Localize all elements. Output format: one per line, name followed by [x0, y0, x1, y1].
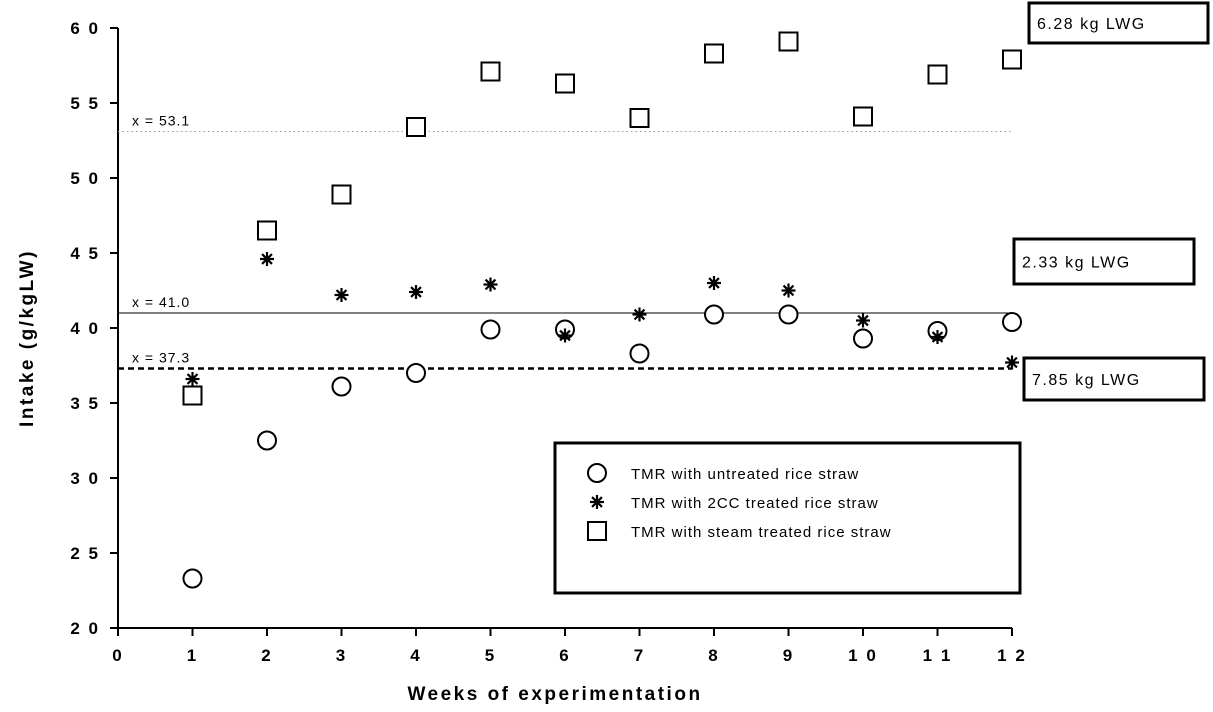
data-point-asterisk	[260, 252, 274, 266]
data-point-square	[257, 220, 277, 241]
y-tick-label: 5 0	[70, 169, 100, 188]
x-tick-label: 8	[708, 646, 719, 665]
data-point-asterisk	[483, 277, 498, 292]
data-point-square	[629, 108, 650, 128]
y-tick-label: 5 5	[70, 94, 100, 113]
data-point-square	[480, 61, 501, 82]
data-point-square	[778, 31, 799, 52]
data-point-square	[406, 117, 426, 137]
x-tick-label: 1 0	[848, 646, 878, 665]
data-point-circle	[704, 304, 724, 325]
series-square	[182, 31, 1022, 406]
series-asterisk	[185, 252, 1019, 386]
legend: TMR with untreated rice straw TMR with 2C…	[553, 441, 1022, 595]
data-point-asterisk	[930, 330, 945, 344]
data-point-asterisk	[632, 307, 647, 322]
x-tick-label: 1 2	[997, 646, 1027, 665]
y-tick-label: 2 0	[70, 619, 100, 638]
x-tick-label: 0	[112, 646, 123, 665]
annotation-box	[1022, 356, 1206, 402]
annotation-box	[1012, 237, 1196, 286]
data-point-circle	[257, 430, 277, 451]
data-point-circle	[1002, 312, 1022, 332]
data-point-asterisk	[856, 313, 870, 328]
x-tick-label: 7	[634, 646, 645, 665]
data-point-circle	[853, 328, 873, 349]
x-tick-label: 1	[187, 646, 198, 665]
data-point-square	[555, 73, 575, 94]
annotation-label: 6.28 kg LWG	[1037, 16, 1146, 33]
data-point-square	[587, 521, 607, 541]
annotation-box	[1027, 1, 1210, 45]
x-axis-title: Weeks of experimentation	[407, 684, 702, 705]
x-tick-label: 5	[485, 646, 496, 665]
data-point-square	[704, 43, 724, 64]
data-point-asterisk	[707, 276, 721, 290]
x-tick-label: 9	[783, 646, 794, 665]
x-tick-label: 3	[336, 646, 347, 665]
y-tick-label: 4 5	[70, 244, 100, 263]
data-point-square	[331, 184, 352, 205]
data-point-asterisk	[185, 372, 200, 386]
reference-line-label: x = 41.0	[132, 294, 190, 310]
y-tick-label: 6 0	[70, 19, 100, 38]
data-point-square	[853, 106, 873, 127]
data-point-square	[182, 385, 203, 406]
data-point-circle	[480, 319, 501, 340]
y-tick-label: 2 5	[70, 544, 100, 563]
data-point-square	[1002, 49, 1022, 70]
data-point-asterisk	[334, 288, 349, 302]
data-point-asterisk	[590, 495, 604, 509]
annotation-label: 7.85 kg LWG	[1032, 372, 1141, 389]
data-point-square	[927, 64, 948, 85]
data-point-circle	[331, 376, 352, 397]
legend-entry-label: TMR with steam treated rice straw	[631, 524, 892, 541]
data-point-circle	[587, 463, 607, 483]
reference-line-label: x = 53.1	[132, 113, 190, 129]
series-circle	[182, 304, 1022, 589]
y-axis-title: Intake (g/kgLW)	[17, 249, 38, 427]
y-tick-label: 3 5	[70, 394, 100, 413]
legend-entry-label: TMR with untreated rice straw	[631, 466, 859, 483]
data-point-circle	[182, 568, 203, 589]
y-tick-label: 3 0	[70, 469, 100, 488]
x-tick-label: 6	[559, 646, 570, 665]
x-tick-label: 1 1	[923, 646, 953, 665]
x-tick-label: 2	[261, 646, 272, 665]
data-point-circle	[778, 304, 799, 325]
legend-box	[553, 441, 1022, 595]
data-point-circle	[629, 343, 650, 364]
reference-line-label: x = 37.3	[132, 350, 190, 366]
data-point-asterisk	[558, 328, 572, 343]
y-tick-label: 4 0	[70, 319, 100, 338]
data-point-asterisk	[409, 285, 423, 299]
data-point-asterisk	[781, 283, 796, 298]
x-tick-label: 4	[410, 646, 421, 665]
data-point-circle	[406, 363, 426, 383]
annotation-label: 2.33 kg LWG	[1022, 255, 1131, 272]
legend-entry-label: TMR with 2CC treated rice straw	[631, 495, 879, 512]
data-point-asterisk	[1005, 355, 1019, 370]
